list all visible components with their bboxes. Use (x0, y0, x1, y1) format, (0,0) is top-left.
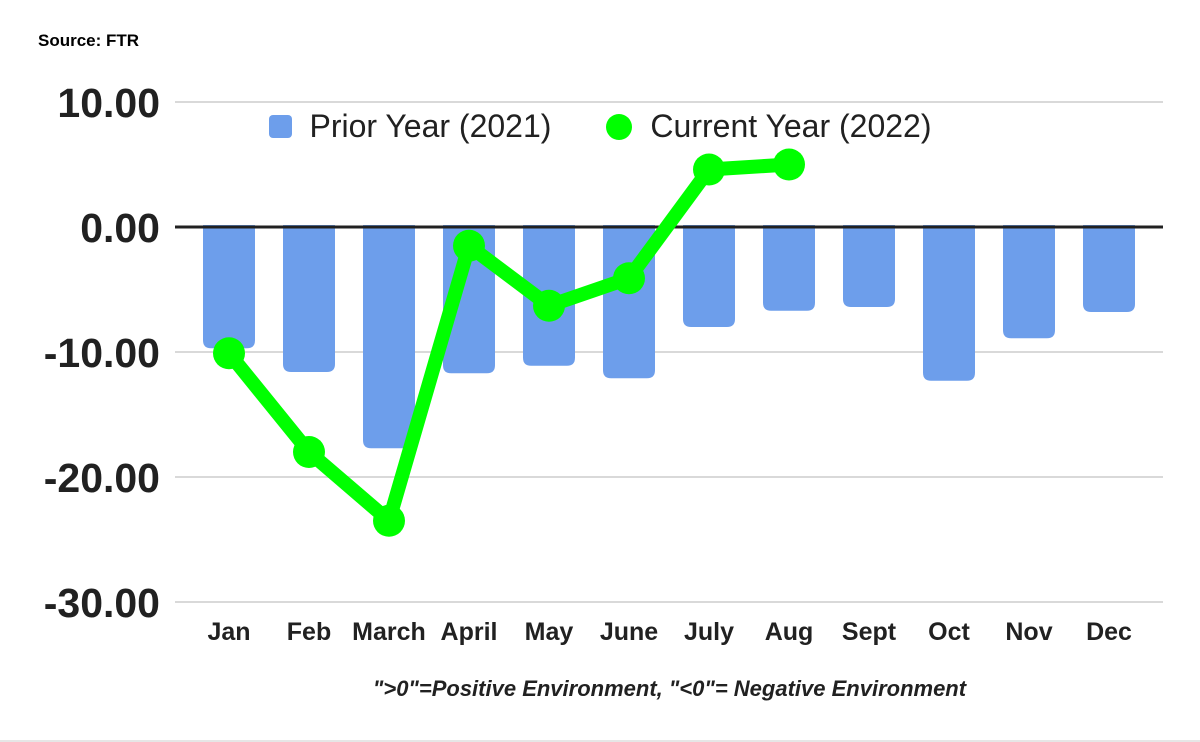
bar-oct (923, 225, 975, 381)
y-axis-label: 0.00 (80, 205, 160, 251)
data-point-aug (773, 148, 805, 181)
x-axis-label-march: March (352, 618, 426, 646)
x-axis-label-oct: Oct (928, 618, 970, 646)
bar-march (363, 225, 415, 449)
bar-july (683, 225, 735, 327)
source-label: Source: FTR (38, 31, 140, 50)
data-point-june (613, 262, 645, 295)
bar-dec (1083, 225, 1135, 312)
x-axis-label-aug: Aug (765, 618, 814, 646)
chart-footnote: ">0"=Positive Environment, "<0"= Negativ… (372, 676, 967, 701)
bar-feb (283, 225, 335, 372)
data-point-feb (293, 436, 325, 468)
x-axis-label-sept: Sept (842, 618, 897, 646)
x-axis-label-jan: Jan (207, 618, 250, 646)
y-axis-label: 10.00 (57, 80, 160, 126)
x-axis-label-april: April (441, 618, 498, 646)
data-point-may (533, 289, 565, 322)
trend-line (222, 157, 796, 528)
bar-nov (1003, 225, 1055, 339)
data-point-april (453, 229, 485, 262)
y-axis-label: -30.00 (44, 580, 160, 626)
x-axis-label-dec: Dec (1086, 618, 1132, 646)
bar-sept (843, 225, 895, 307)
data-point-jan (213, 337, 245, 370)
x-axis-label-july: July (684, 618, 734, 646)
x-axis-label-june: June (600, 618, 658, 646)
x-axis-label-nov: Nov (1005, 618, 1052, 646)
x-axis-label-feb: Feb (287, 618, 331, 646)
y-axis-label: -20.00 (44, 455, 160, 501)
bar-jan (203, 225, 255, 349)
x-axis-label-may: May (525, 618, 574, 646)
data-point-march (373, 504, 405, 537)
y-axis-label: -10.00 (44, 330, 160, 376)
data-point-july (693, 153, 725, 186)
bar-aug (763, 225, 815, 311)
